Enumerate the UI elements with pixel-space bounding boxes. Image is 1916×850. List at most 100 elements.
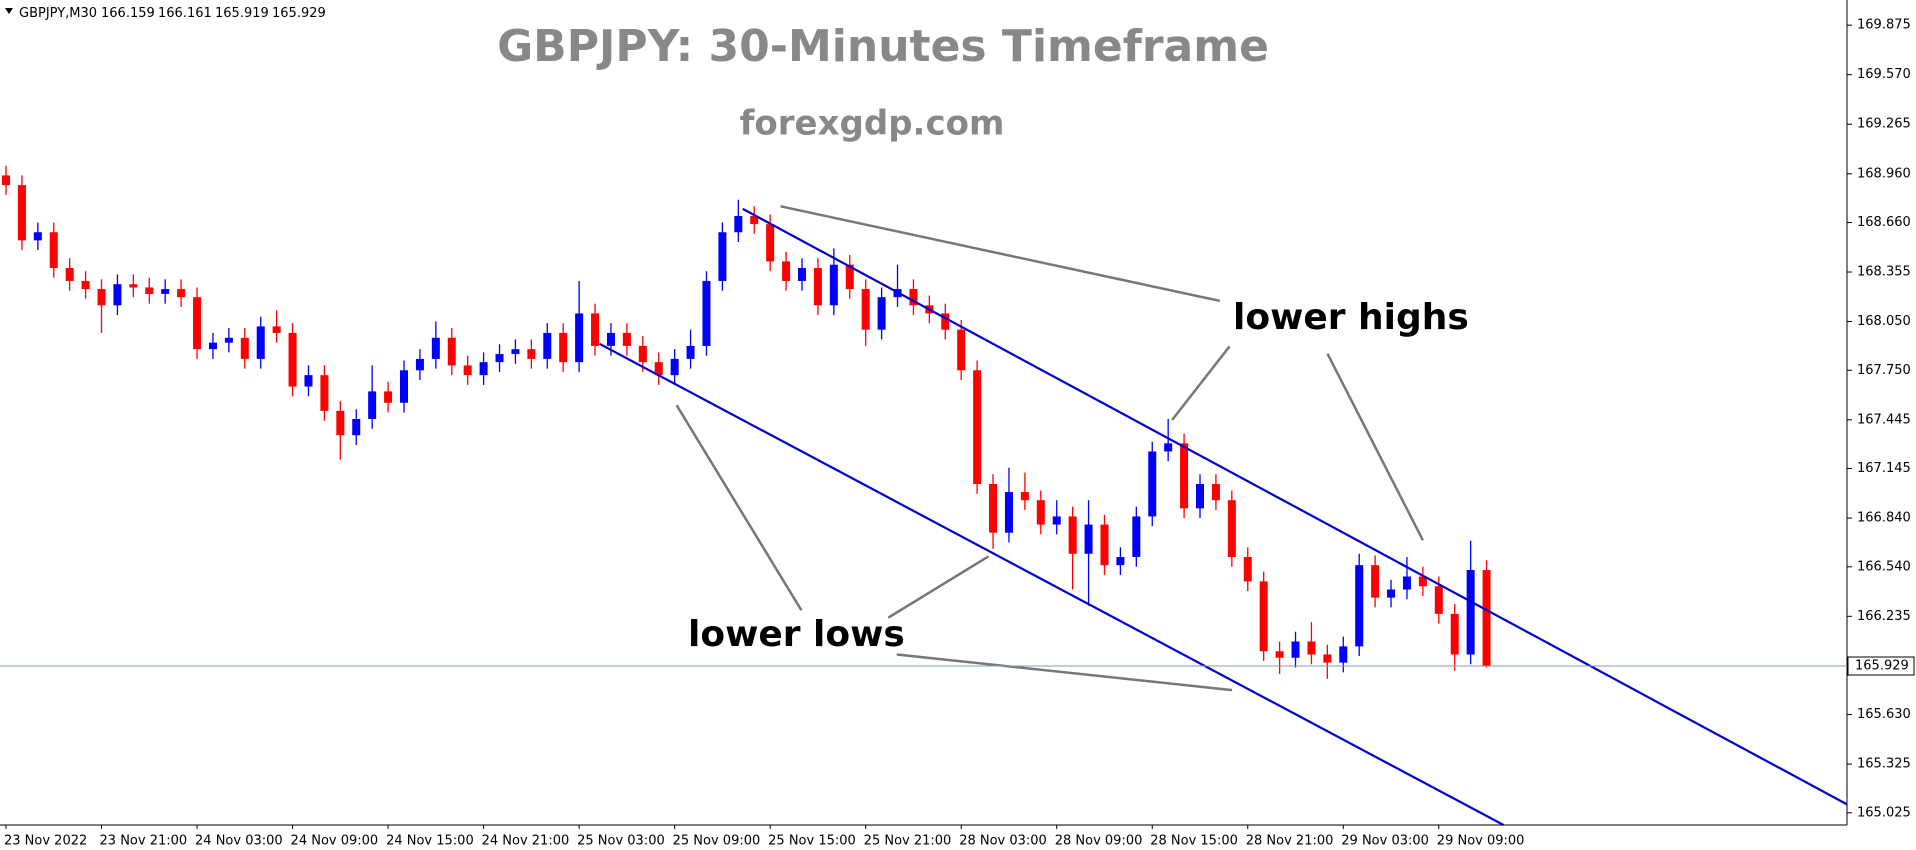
y-tick-label: 168.960	[1857, 166, 1911, 181]
header-icon	[5, 8, 13, 14]
pointer-line	[1326, 353, 1425, 541]
candle-body	[1148, 451, 1157, 517]
candle-body	[654, 362, 663, 376]
candle-body	[1466, 570, 1475, 655]
candle-body	[208, 342, 217, 350]
candle-body	[161, 289, 170, 294]
candle-body	[288, 332, 297, 387]
candle-body	[463, 365, 472, 376]
candle-body	[750, 215, 759, 225]
y-tick-label: 166.235	[1857, 609, 1911, 624]
candle-body	[256, 326, 265, 359]
candle-body	[1275, 651, 1284, 658]
candle-body	[81, 280, 90, 290]
candle-body	[1387, 589, 1396, 598]
y-tick-label: 168.355	[1857, 265, 1911, 280]
candle-body	[17, 185, 26, 241]
candle-body	[177, 289, 186, 298]
current-price-box	[1847, 656, 1915, 676]
candle-body	[782, 261, 791, 281]
candle-body	[813, 267, 822, 306]
candle-body	[336, 410, 345, 436]
pointer-line	[675, 404, 803, 611]
candle-body	[702, 280, 711, 346]
candle-body	[1227, 500, 1236, 558]
candle-body	[670, 358, 679, 376]
candle-body	[1339, 646, 1348, 663]
annotation: lower highs	[1233, 297, 1469, 338]
pointer-line	[896, 653, 1233, 692]
candle-body	[1259, 581, 1268, 652]
y-tick-label: 167.750	[1857, 363, 1911, 378]
candle-body	[957, 329, 966, 371]
header-low: 165.919	[215, 6, 269, 21]
candle-body	[606, 332, 615, 346]
candle-body	[431, 337, 440, 359]
candle-body	[1482, 570, 1491, 667]
candle-body	[1180, 443, 1189, 509]
y-tick-label: 169.570	[1857, 67, 1911, 82]
y-tick-label: 167.145	[1857, 461, 1911, 476]
candle-body	[495, 354, 504, 363]
pointer-line	[780, 205, 1221, 303]
x-tick-label: 29 Nov 09:00	[1437, 834, 1525, 849]
header-high: 166.161	[158, 6, 212, 21]
candle-body	[97, 289, 106, 306]
candle-body	[1307, 641, 1316, 655]
candle-body	[2, 175, 10, 186]
x-tick-label: 24 Nov 15:00	[386, 834, 474, 849]
candle-body	[1323, 654, 1332, 663]
x-tick-label: 24 Nov 21:00	[482, 834, 570, 849]
candle-body	[1371, 565, 1380, 598]
y-tick-label: 165.325	[1857, 757, 1911, 772]
candle-body	[224, 337, 233, 343]
candle-body	[559, 332, 568, 363]
candle-body	[400, 370, 408, 403]
candle-body	[734, 215, 743, 233]
candle-body	[129, 284, 138, 288]
y-tick-label: 167.445	[1857, 412, 1911, 427]
candle-body	[272, 326, 281, 333]
candle-body	[845, 264, 854, 290]
candle-body	[1402, 576, 1411, 590]
candle-body	[718, 232, 727, 281]
candle-body	[989, 483, 998, 533]
candle-body	[829, 264, 838, 306]
chart-title: GBPJPY: 30-Minutes Timeframe	[497, 21, 1269, 72]
candle-body	[973, 370, 982, 484]
candle-body	[1100, 524, 1109, 566]
x-tick-label: 25 Nov 09:00	[673, 834, 761, 849]
candle-body	[304, 375, 313, 387]
y-tick-label: 166.540	[1857, 559, 1911, 574]
candle-body	[1084, 524, 1093, 554]
x-tick-label: 23 Nov 21:00	[100, 834, 188, 849]
y-tick-label: 168.050	[1857, 314, 1911, 329]
x-tick-label: 24 Nov 03:00	[195, 834, 283, 849]
candle-body	[1291, 641, 1300, 658]
candle-body	[861, 289, 870, 330]
candle-body	[1052, 516, 1061, 525]
y-tick-label: 166.840	[1857, 511, 1911, 526]
candle-body	[1450, 613, 1459, 655]
candle-body	[909, 289, 918, 306]
candle-body	[877, 297, 886, 330]
header-symbol: GBPJPY,M30	[19, 6, 97, 21]
candle-body	[798, 267, 806, 281]
x-tick-label: 28 Nov 03:00	[959, 834, 1047, 849]
candle-body	[49, 232, 58, 268]
candle-body	[1132, 516, 1141, 558]
candle-body	[527, 349, 536, 359]
candle-body	[1196, 483, 1204, 509]
candle-body	[320, 375, 329, 411]
header-open: 166.159	[101, 6, 155, 21]
candle-body	[1020, 492, 1029, 501]
x-tick-label: 28 Nov 09:00	[1055, 834, 1143, 849]
x-tick-label: 28 Nov 15:00	[1150, 834, 1238, 849]
candle-body	[1434, 586, 1443, 614]
candle-body	[1164, 443, 1173, 452]
candle-body	[368, 391, 377, 419]
candle-body	[1004, 492, 1013, 533]
x-tick-label: 28 Nov 21:00	[1246, 834, 1334, 849]
candle-body	[591, 313, 600, 346]
